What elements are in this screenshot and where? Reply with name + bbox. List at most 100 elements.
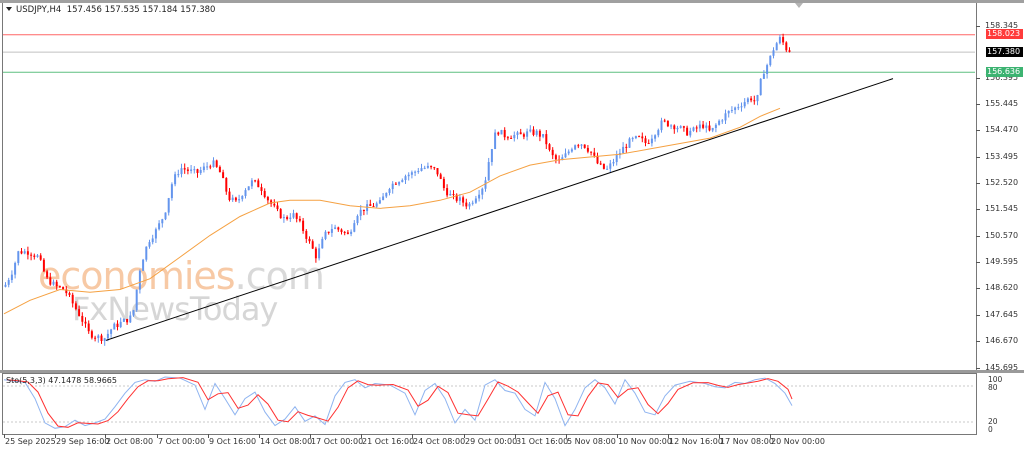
candle-body <box>766 65 769 74</box>
price-tick-mark <box>976 78 980 79</box>
time-tick-label: 25 Sep 2025 <box>5 437 56 446</box>
candle-body <box>436 168 439 175</box>
candle-body <box>174 174 177 185</box>
price-tick-label: 148.620 <box>985 283 1019 292</box>
time-tick-label: 29 Sep 16:00 <box>56 437 110 446</box>
candle-body <box>398 181 401 185</box>
candle-body <box>353 223 356 232</box>
candle-body <box>532 129 535 135</box>
candle-body <box>158 223 161 230</box>
candle-body <box>737 107 740 109</box>
candle-body <box>654 135 657 139</box>
price-tick-mark <box>976 368 980 369</box>
stochastic-label: Sto(5,3,3) 47.1478 58.9665 <box>6 376 117 385</box>
candle-body <box>138 270 141 290</box>
candle-body <box>321 238 324 249</box>
candle-body <box>458 197 461 201</box>
candle-body <box>526 131 529 137</box>
candle-body <box>570 149 573 152</box>
candle-body <box>122 318 125 322</box>
candle-body <box>154 229 157 239</box>
time-tick-mark <box>515 434 516 438</box>
candle-body <box>180 168 183 175</box>
price-tick-label: 147.645 <box>985 310 1019 319</box>
candle-body <box>359 209 362 216</box>
candle-body <box>481 188 484 195</box>
candle-body <box>772 50 775 56</box>
candle-body <box>167 198 170 213</box>
candle-body <box>673 125 676 130</box>
candle-body <box>372 205 375 207</box>
candle-body <box>33 255 36 257</box>
candle-body <box>788 50 791 52</box>
candle-body <box>762 73 765 79</box>
candle-body <box>305 230 308 239</box>
candle-body <box>17 251 20 263</box>
candle-body <box>87 323 90 332</box>
candle-body <box>759 78 762 96</box>
price-tick-label: 156.395 <box>985 73 1019 82</box>
chart-shift-marker-icon[interactable] <box>795 3 803 8</box>
time-tick-label: 20 Nov 00:00 <box>771 437 825 446</box>
candle-body <box>71 294 74 304</box>
stochastic-pane[interactable] <box>2 373 977 435</box>
candle-body <box>170 184 173 199</box>
time-tick-label: 21 Oct 16:00 <box>362 437 415 446</box>
pane-separator[interactable] <box>0 370 1024 373</box>
candle-body <box>487 162 490 181</box>
candle-body <box>10 274 13 281</box>
candle-body <box>119 321 122 327</box>
candle-body <box>113 323 116 330</box>
candle-body <box>276 205 279 210</box>
dropdown-triangle-icon[interactable] <box>6 7 12 11</box>
candle-body <box>394 183 397 185</box>
stoch-level-20: 20 <box>988 417 998 426</box>
candle-body <box>247 186 250 191</box>
candle-body <box>634 136 637 139</box>
time-tick-label: 9 Oct 16:00 <box>209 437 257 446</box>
price-tick-label: 150.570 <box>985 231 1019 240</box>
candle-body <box>97 335 100 339</box>
candle-body <box>26 251 29 255</box>
candle-body <box>695 127 698 129</box>
candle-body <box>39 255 42 260</box>
candle-body <box>202 166 205 171</box>
time-tick-mark <box>208 434 209 438</box>
candle-body <box>356 215 359 224</box>
time-tick-mark <box>412 434 413 438</box>
ohlc-values: 157.456 157.535 157.184 157.380 <box>66 5 216 15</box>
candle-body <box>462 197 465 203</box>
time-tick-mark <box>668 434 669 438</box>
candle-body <box>385 192 388 197</box>
price-chart-pane[interactable] <box>2 3 977 371</box>
time-tick-label: 5 Nov 08:00 <box>567 437 616 446</box>
candle-body <box>186 169 189 171</box>
candle-body <box>36 255 39 257</box>
candle-body <box>753 100 756 102</box>
candle-body <box>769 55 772 66</box>
candle-body <box>350 231 353 234</box>
candle-body <box>135 289 138 311</box>
stochastic-signal-line <box>6 377 793 428</box>
candle-body <box>724 113 727 121</box>
candle-body <box>55 281 58 287</box>
candle-body <box>510 137 513 139</box>
candle-body <box>103 338 106 342</box>
candle-body <box>657 130 660 136</box>
time-tick-label: 14 Oct 08:00 <box>260 437 313 446</box>
candle-body <box>586 147 589 152</box>
chart-title: USDJPY,H4 157.456 157.535 157.184 157.38… <box>6 5 215 15</box>
candle-body <box>638 136 641 138</box>
candle-body <box>554 155 557 160</box>
candle-body <box>580 144 583 146</box>
stoch-level-0: 0 <box>988 425 993 434</box>
candle-body <box>231 197 234 201</box>
candle-body <box>750 98 753 101</box>
candle-body <box>641 136 644 139</box>
candle-body <box>522 134 525 137</box>
candle-body <box>84 321 87 324</box>
price-tick-mark <box>976 104 980 105</box>
price-tick-mark <box>976 209 980 210</box>
